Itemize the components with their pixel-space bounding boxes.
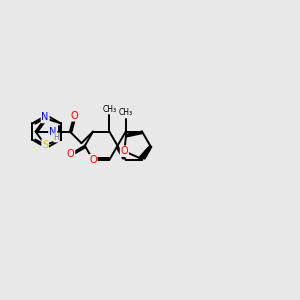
Text: H: H: [54, 133, 59, 142]
Text: CH₃: CH₃: [119, 108, 133, 117]
Text: O: O: [70, 111, 78, 121]
Text: S: S: [42, 140, 48, 150]
Text: N: N: [49, 127, 56, 136]
Text: O: O: [121, 146, 128, 156]
Text: CH₃: CH₃: [102, 105, 116, 114]
Text: O: O: [89, 155, 97, 165]
Text: N: N: [41, 112, 49, 122]
Text: O: O: [67, 149, 74, 159]
